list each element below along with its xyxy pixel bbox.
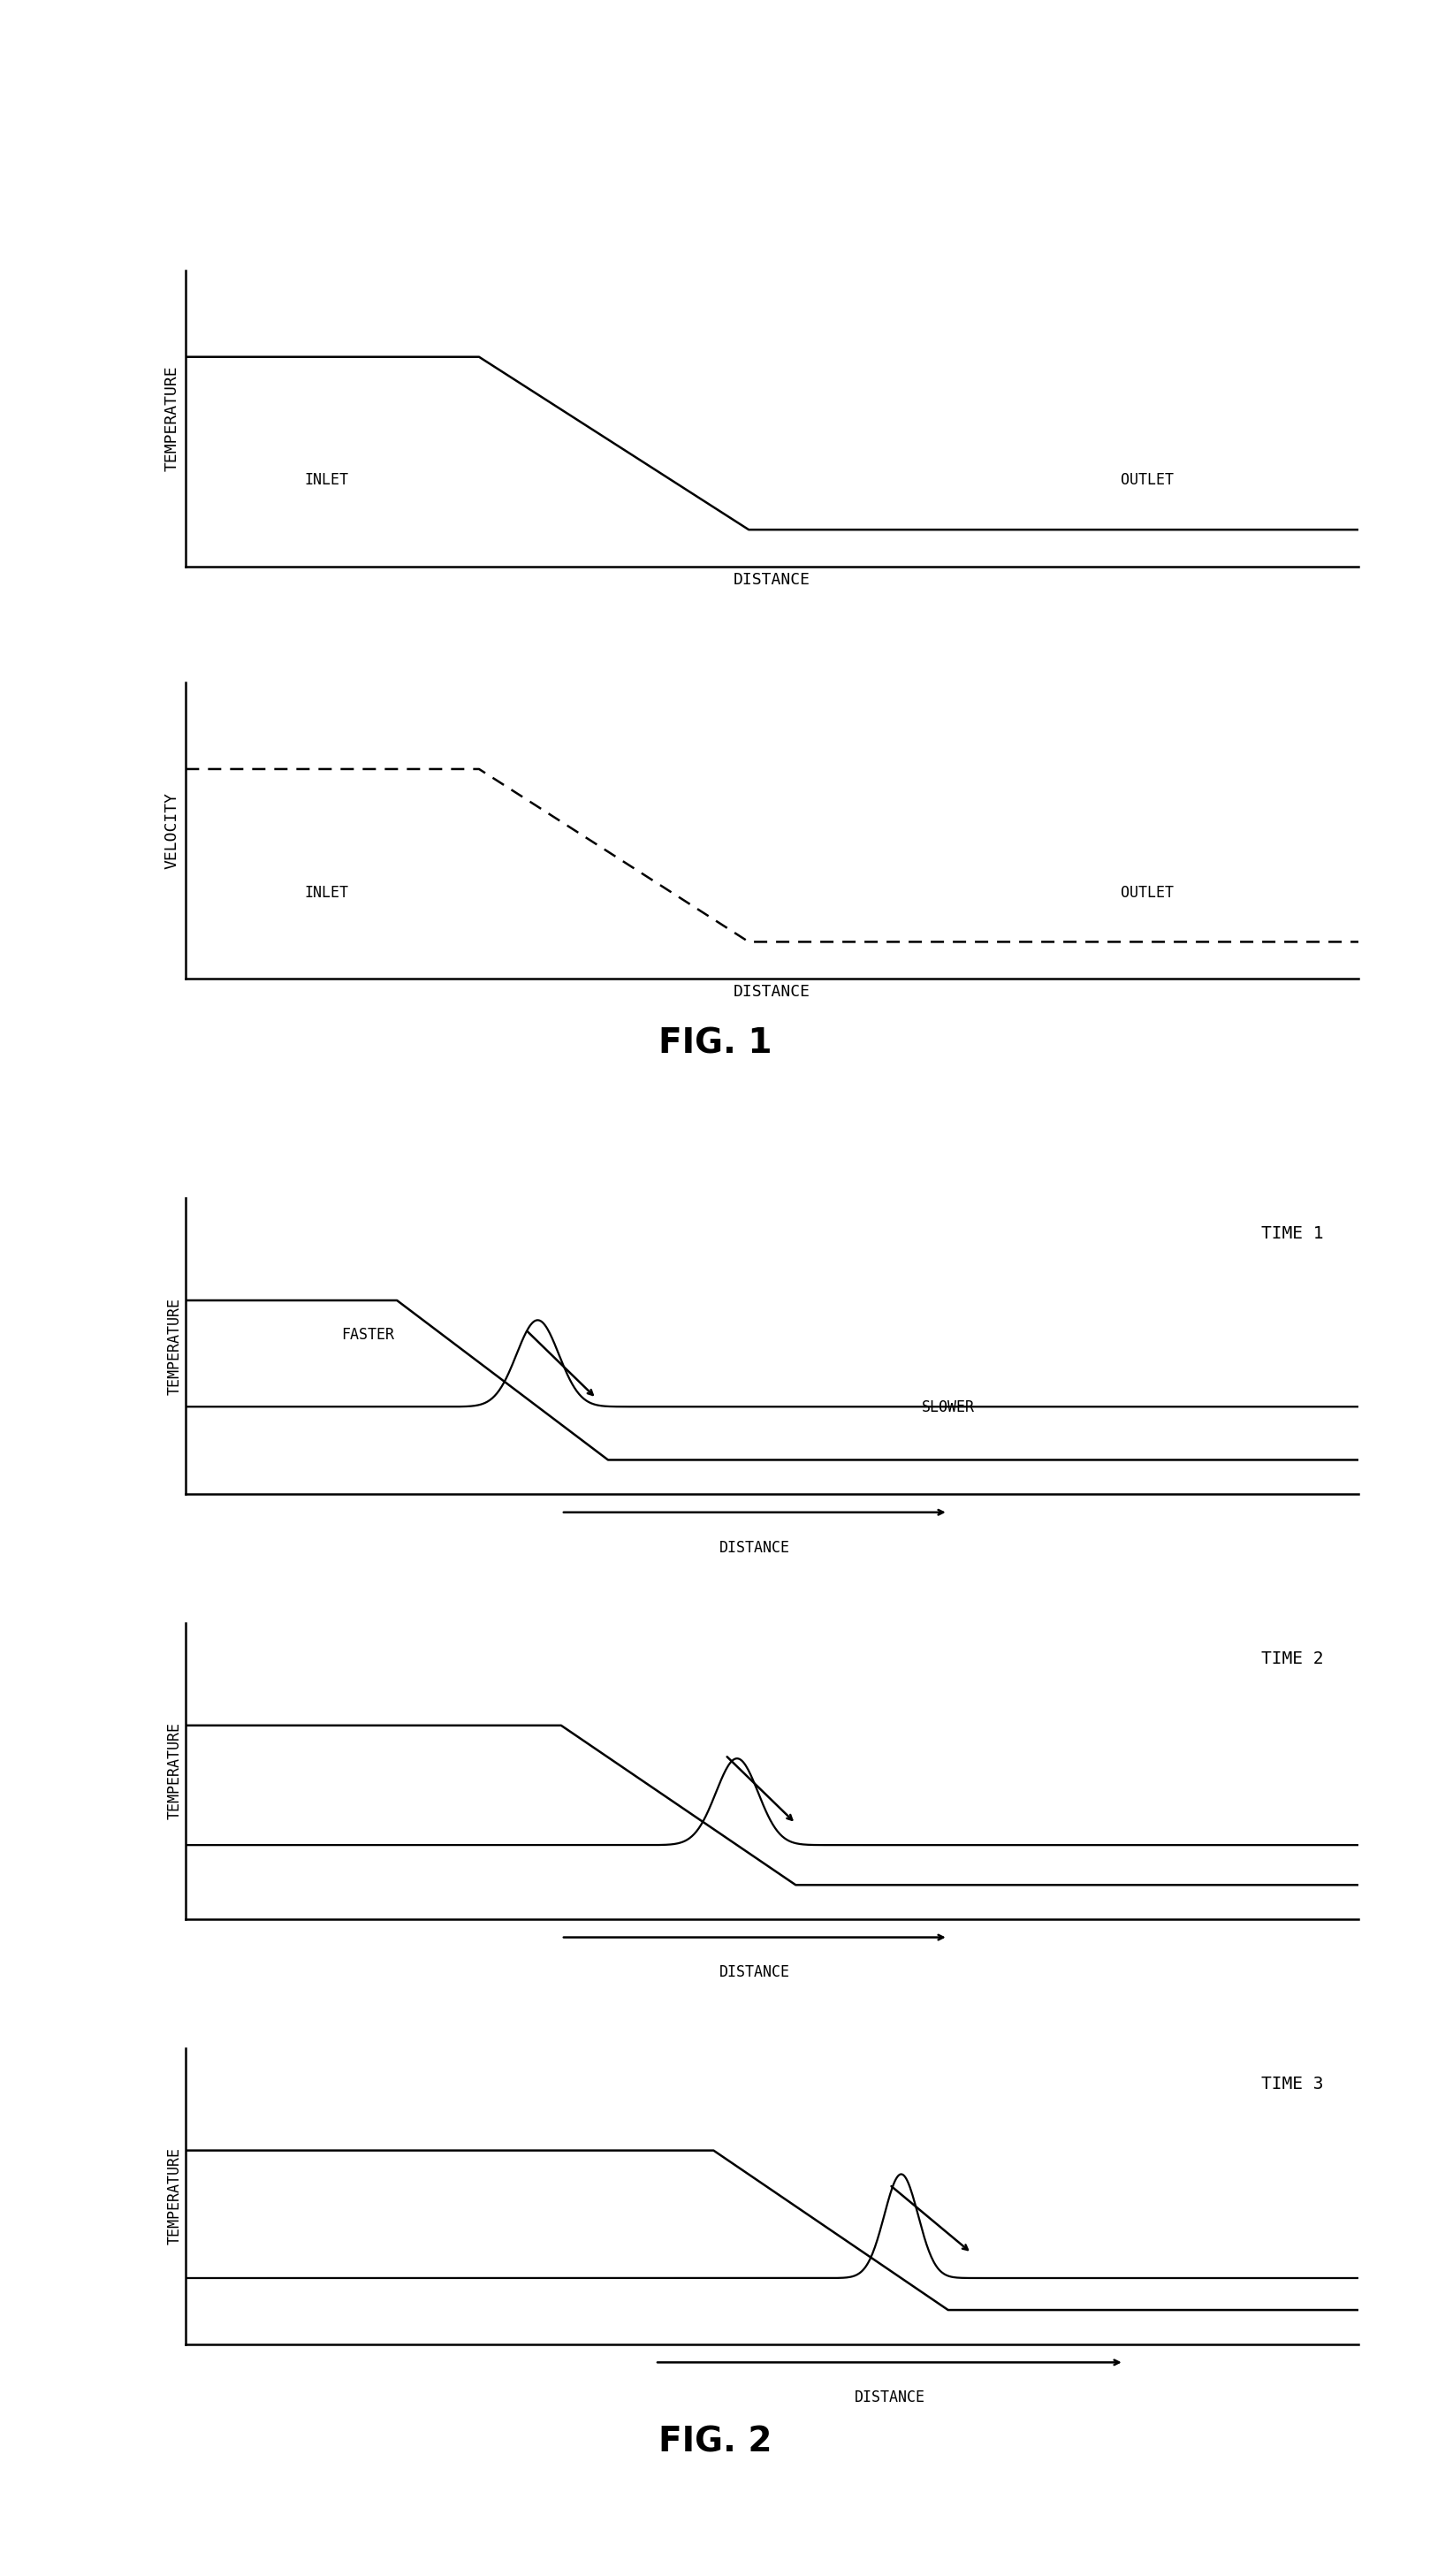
Text: TIME 2: TIME 2 <box>1261 1651 1323 1667</box>
Text: OUTLET: OUTLET <box>1121 884 1174 902</box>
Text: SLOWER: SLOWER <box>921 1399 975 1414</box>
Text: TIME 3: TIME 3 <box>1261 2076 1323 2092</box>
Text: DISTANCE: DISTANCE <box>719 1965 789 1981</box>
Y-axis label: TEMPERATURE: TEMPERATURE <box>166 1723 182 1819</box>
X-axis label: DISTANCE: DISTANCE <box>734 984 811 999</box>
Text: INLET: INLET <box>305 884 349 902</box>
Y-axis label: TEMPERATURE: TEMPERATURE <box>166 2148 182 2244</box>
Text: TIME 1: TIME 1 <box>1261 1226 1323 1242</box>
Text: OUTLET: OUTLET <box>1121 471 1174 489</box>
X-axis label: DISTANCE: DISTANCE <box>734 572 811 587</box>
Y-axis label: TEMPERATURE: TEMPERATURE <box>166 1298 182 1394</box>
Text: FASTER: FASTER <box>342 1327 395 1342</box>
Y-axis label: VELOCITY: VELOCITY <box>164 793 180 868</box>
Text: DISTANCE: DISTANCE <box>719 1540 789 1556</box>
Text: DISTANCE: DISTANCE <box>854 2391 925 2406</box>
Text: INLET: INLET <box>305 471 349 489</box>
Text: FIG. 2: FIG. 2 <box>658 2424 772 2460</box>
Y-axis label: TEMPERATURE: TEMPERATURE <box>164 366 180 471</box>
Text: FIG. 1: FIG. 1 <box>658 1025 772 1061</box>
